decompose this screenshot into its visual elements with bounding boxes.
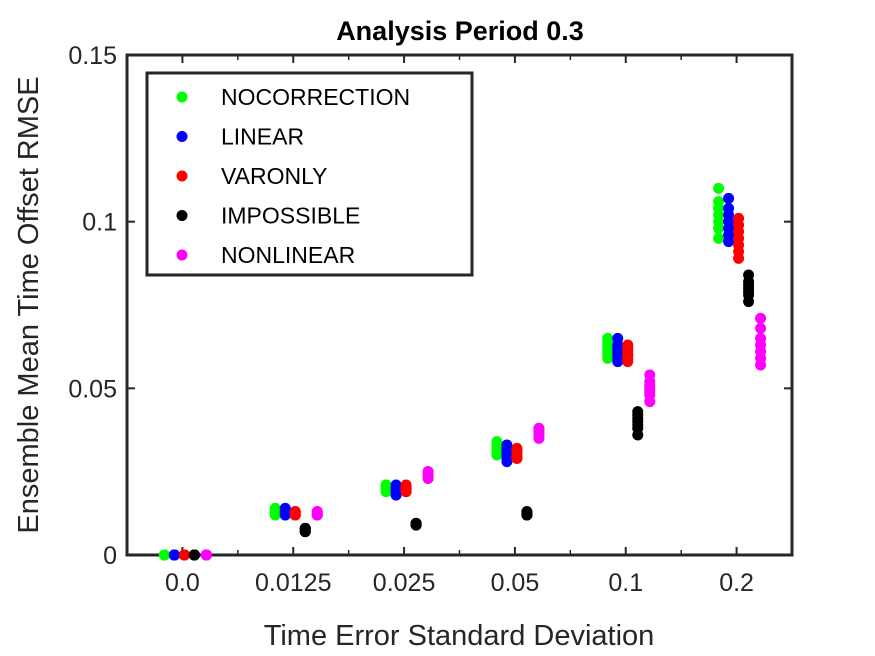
data-points bbox=[158, 182, 767, 561]
data-point bbox=[533, 422, 545, 434]
x-tick-label: 0.1 bbox=[608, 569, 643, 597]
data-point bbox=[743, 269, 755, 281]
data-point bbox=[755, 322, 767, 334]
data-point bbox=[602, 332, 614, 344]
data-point bbox=[622, 349, 634, 361]
x-tick-label: 0.0 bbox=[165, 569, 200, 597]
data-point bbox=[279, 506, 291, 518]
legend-label: VARONLY bbox=[221, 163, 328, 189]
data-point bbox=[200, 549, 212, 561]
x-tick-label: 0.025 bbox=[373, 569, 436, 597]
data-point bbox=[422, 469, 434, 481]
y-ticks: 0 0.05 0.1 0.15 bbox=[68, 42, 792, 570]
data-point bbox=[644, 369, 656, 381]
chart-title: Analysis Period 0.3 bbox=[336, 16, 584, 46]
x-tick-label: 0.2 bbox=[719, 569, 754, 597]
data-point bbox=[289, 506, 301, 518]
data-point bbox=[491, 442, 503, 454]
data-point bbox=[733, 212, 745, 224]
legend-box bbox=[145, 71, 474, 277]
data-point bbox=[501, 449, 513, 461]
y-tick-label: 0.15 bbox=[68, 42, 117, 70]
y-tick-label: 0.05 bbox=[68, 375, 117, 403]
data-point bbox=[755, 332, 767, 344]
data-point bbox=[612, 332, 624, 344]
legend-label: NOCORRECTION bbox=[221, 84, 410, 110]
legend-marker bbox=[176, 210, 188, 221]
data-point bbox=[632, 406, 644, 418]
data-point bbox=[400, 482, 412, 494]
legend-marker bbox=[176, 131, 188, 142]
data-point bbox=[390, 489, 402, 501]
legend-marker bbox=[176, 91, 188, 103]
legend-marker bbox=[176, 249, 188, 261]
data-point bbox=[501, 439, 513, 451]
y-tick-label: 0.1 bbox=[82, 209, 117, 237]
x-axis-label: Time Error Standard Deviation bbox=[264, 620, 655, 652]
data-point bbox=[511, 446, 523, 458]
x-tick-label: 0.05 bbox=[491, 569, 540, 597]
data-point bbox=[269, 506, 281, 518]
x-tick-label: 0.0125 bbox=[255, 569, 331, 597]
data-point bbox=[713, 232, 725, 244]
y-axis-label: Ensemble Mean Time Offset RMSE bbox=[13, 76, 45, 533]
y-tick-label: 0 bbox=[103, 542, 117, 570]
legend-label: IMPOSSIBLE bbox=[221, 203, 360, 229]
data-point bbox=[178, 549, 190, 561]
data-point bbox=[602, 352, 614, 364]
data-point bbox=[158, 549, 170, 561]
data-point bbox=[713, 182, 725, 194]
legend-marker bbox=[176, 170, 188, 182]
data-point bbox=[311, 509, 323, 521]
data-point bbox=[299, 526, 311, 538]
data-point bbox=[521, 509, 533, 521]
data-point bbox=[380, 479, 392, 491]
legend-label: LINEAR bbox=[221, 124, 304, 150]
legend: NOCORRECTION LINEAR VARONLY IMPOSSIBLE NONLI… bbox=[145, 71, 474, 277]
data-point bbox=[168, 549, 180, 561]
data-point bbox=[188, 549, 200, 561]
data-point bbox=[713, 196, 725, 208]
data-point bbox=[410, 519, 422, 531]
legend-label: NONLINEAR bbox=[221, 242, 355, 268]
x-ticks: 0.0 0.0125 0.025 0.05 0.1 0.2 bbox=[126, 55, 793, 597]
data-point bbox=[755, 312, 767, 324]
data-point bbox=[622, 339, 634, 351]
data-point bbox=[723, 192, 735, 204]
data-point bbox=[723, 202, 735, 214]
